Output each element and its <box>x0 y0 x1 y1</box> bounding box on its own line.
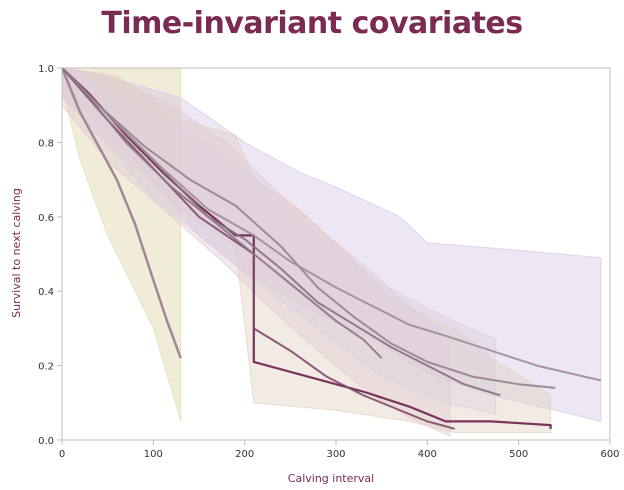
survival-curve-3 <box>61 67 556 389</box>
y-tick-label: 0.8 <box>38 138 54 149</box>
y-tick-label: 0.6 <box>38 213 54 224</box>
x-tick-label: 300 <box>326 449 345 460</box>
chart-title: Time-invariant covariates <box>101 6 523 41</box>
x-axis-label: Calving interval <box>288 472 374 485</box>
x-tick-label: 500 <box>509 449 528 460</box>
y-tick-label: 0.2 <box>38 362 54 373</box>
survival-curve-5 <box>61 67 602 382</box>
confidence-band-5 <box>61 67 497 415</box>
x-tick-label: 600 <box>600 449 619 460</box>
confidence-band-3 <box>61 67 552 434</box>
y-tick-label: 0.4 <box>38 287 54 298</box>
x-tick-label: 200 <box>235 449 254 460</box>
survival-curve-1 <box>60 67 182 359</box>
y-tick-label: 0.0 <box>38 436 54 447</box>
y-tick-label: 1.0 <box>38 64 54 75</box>
x-tick-label: 0 <box>59 449 65 460</box>
x-tick-label: 400 <box>418 449 437 460</box>
survival-curves <box>60 67 602 430</box>
x-tick-label: 100 <box>144 449 163 460</box>
y-axis-label: Survival to next calving <box>10 188 23 318</box>
survival-curve-2 <box>61 67 552 429</box>
confidence-band-4 <box>61 67 451 438</box>
confidence-bands <box>61 67 602 438</box>
survival-curve-7 <box>61 67 383 359</box>
axis-ticks: 0 100 200 300 400 500 600 0.0 0.2 0.4 0.6 0.8 1.0 <box>38 64 619 460</box>
